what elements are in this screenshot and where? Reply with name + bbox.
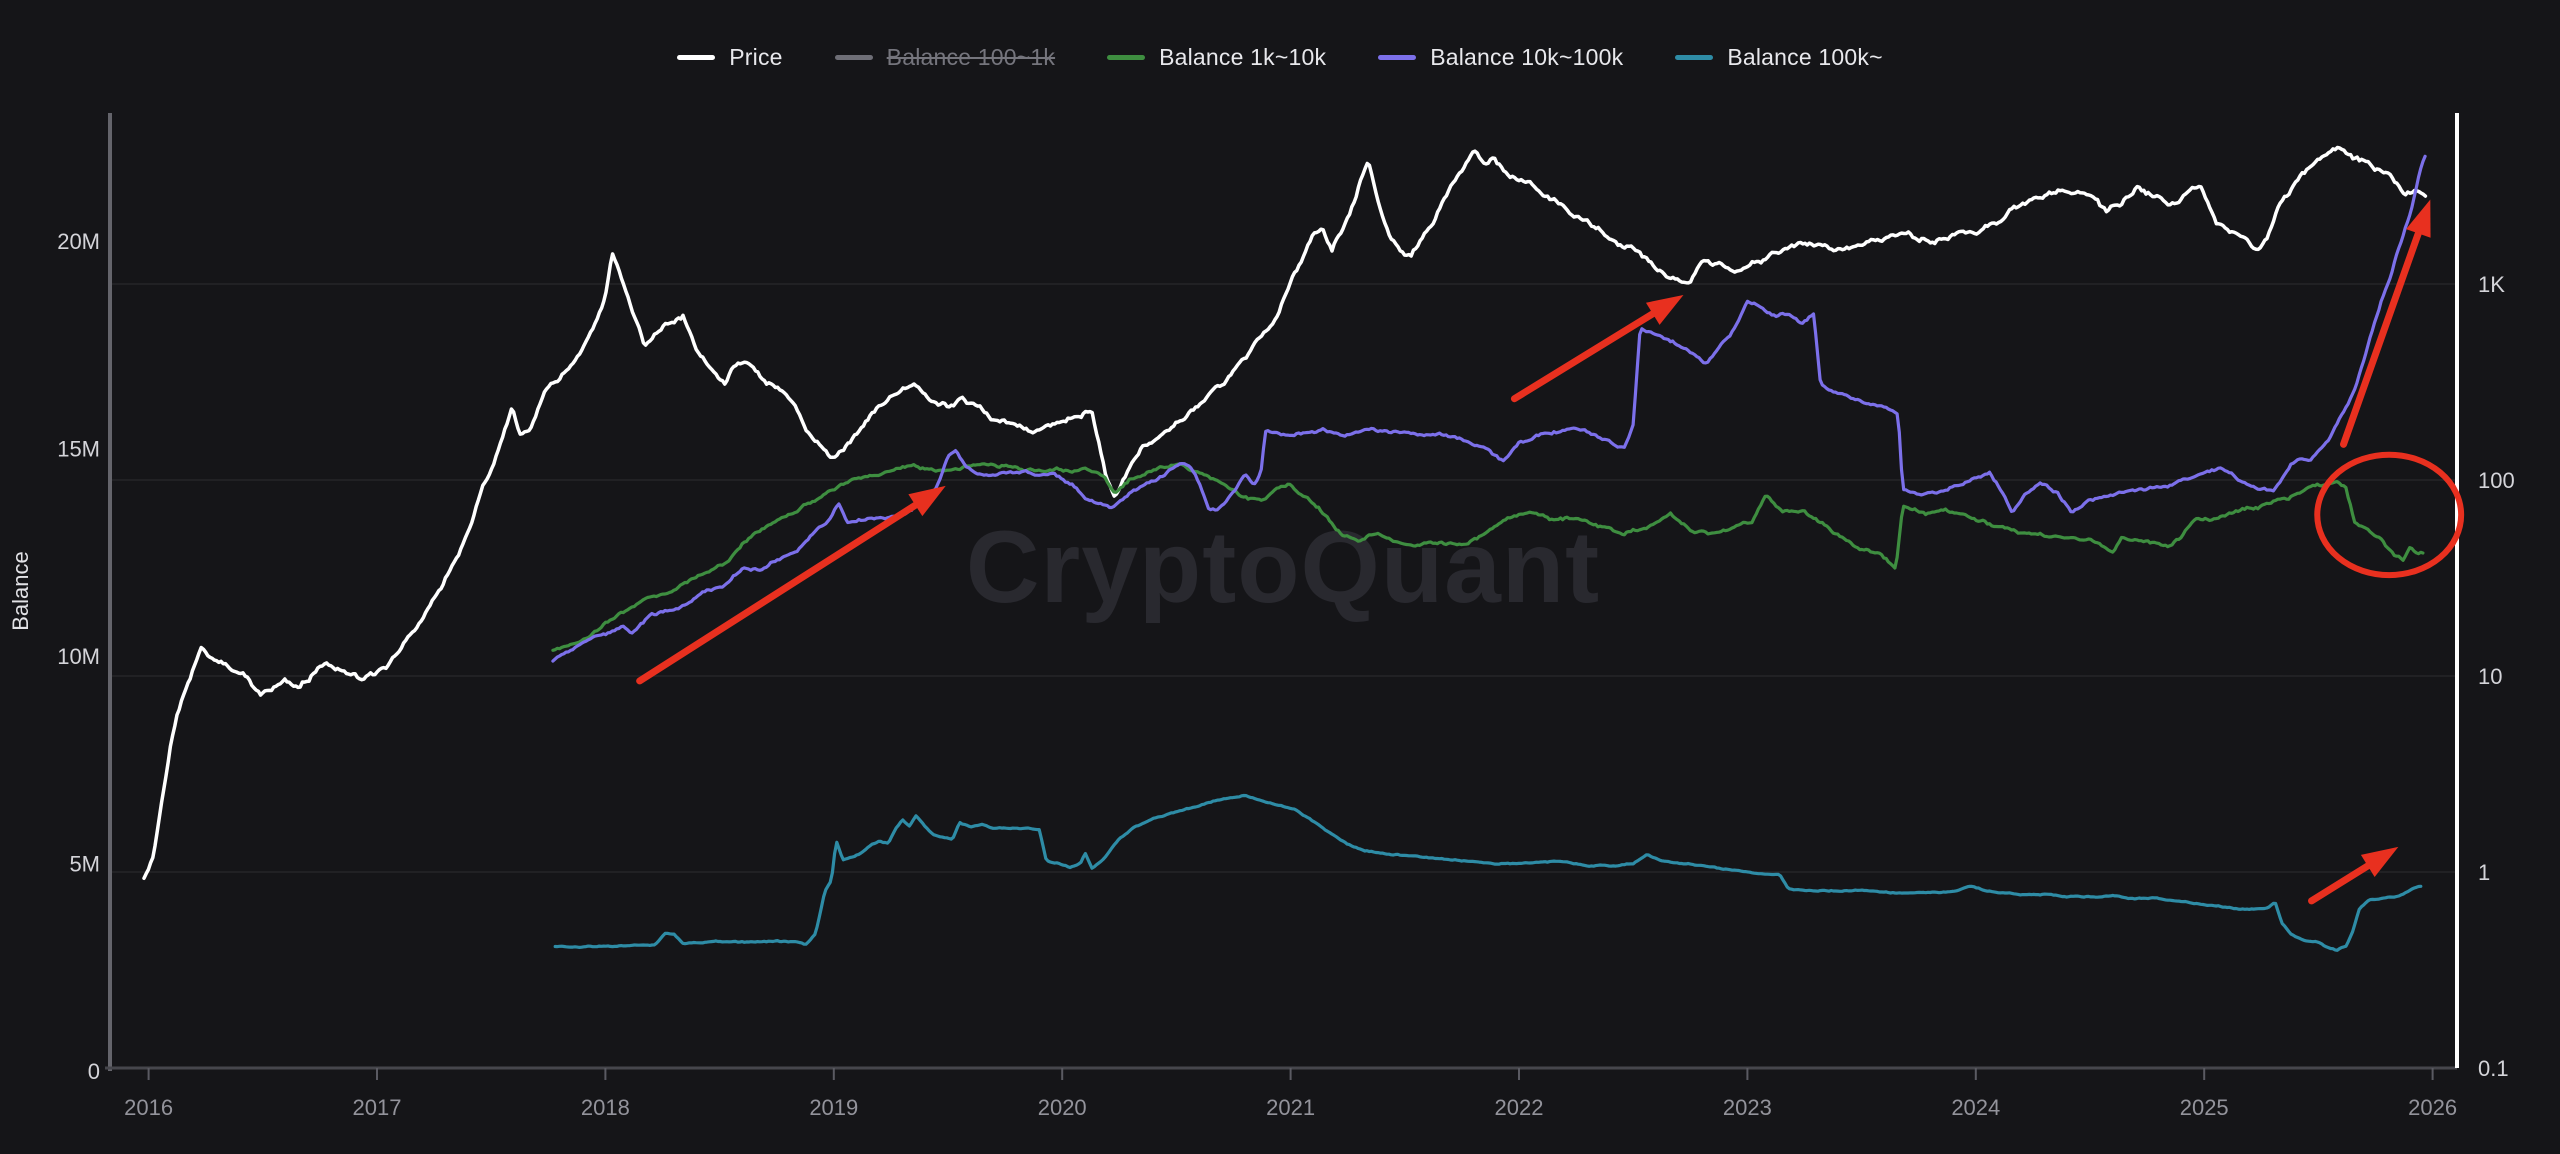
axes	[105, 113, 2459, 1080]
legend-item-balance-100-1k[interactable]: Balance 100~1k	[834, 44, 1056, 71]
legend-label: Balance 1k~10k	[1159, 44, 1327, 70]
annotation-arrow	[1510, 307, 1662, 403]
legend-item-balance-100k[interactable]: Balance 100k~	[1675, 44, 1883, 71]
x-axis-tick: 2019	[809, 1095, 858, 1120]
y-axis-tick-left: 0	[88, 1059, 100, 1084]
legend-swatch-icon	[1675, 55, 1714, 60]
legend-swatch-icon	[1107, 55, 1146, 60]
legend-swatch-icon	[677, 55, 716, 60]
annotation-arrow	[2340, 224, 2424, 448]
x-axis-tick: 2017	[353, 1095, 402, 1120]
x-axis-tick: 2018	[581, 1095, 630, 1120]
axis-labels: 0 5M 10M 15M 20M 0.1 1 10 100 1K 2016 2017 2018 2019 2…	[57, 229, 2515, 1120]
watermark: CryptoQuant	[966, 510, 1600, 624]
legend-label: Balance 10k~100k	[1430, 44, 1624, 70]
annotation-arrowhead-icon	[1645, 294, 1684, 325]
y-axis-tick-left: 20M	[57, 229, 100, 254]
legend-item-price[interactable]: Price	[677, 44, 782, 71]
legend-label: Price	[729, 44, 783, 70]
y-axis-title: Balance	[8, 551, 33, 631]
series-lines	[142, 145, 2428, 952]
x-axis-tick: 2021	[1266, 1095, 1315, 1120]
legend-item-balance-10k-100k[interactable]: Balance 10k~100k	[1378, 44, 1623, 71]
legend-label: Balance 100~1k	[886, 44, 1056, 70]
series-line-balance-10k-100k[interactable]	[551, 154, 2427, 663]
x-axis-tick: 2025	[2180, 1095, 2229, 1120]
x-axis-tick: 2023	[1723, 1095, 1772, 1120]
series-line-balance-100k[interactable]	[553, 793, 2423, 952]
legend-swatch-icon	[1378, 55, 1417, 60]
y-axis-tick-right: 1	[2478, 860, 2490, 885]
x-axis-tick: 2022	[1495, 1095, 1544, 1120]
annotation-arrow	[636, 498, 924, 685]
x-axis-tick: 2026	[2408, 1095, 2457, 1120]
annotation-arrowhead-icon	[2360, 846, 2399, 877]
annotation-arrowhead-icon	[908, 485, 946, 517]
x-axis-tick: 2020	[1038, 1095, 1087, 1120]
y-axis-tick-left: 5M	[69, 852, 100, 877]
series-line-balance-1k-10k[interactable]	[551, 462, 2425, 652]
x-axis-tick: 2016	[124, 1095, 173, 1120]
annotation-arrowhead-icon	[2406, 199, 2431, 238]
y-axis-tick-right: 10	[2478, 664, 2502, 689]
annotations	[636, 199, 2465, 905]
y-axis-tick-right: 100	[2478, 468, 2515, 493]
y-axis-tick-right: 0.1	[2478, 1056, 2509, 1081]
legend-swatch-icon	[834, 55, 873, 60]
annotation-arrow	[2308, 859, 2377, 905]
annotation-circle	[2314, 451, 2465, 579]
x-axis-tick: 2024	[1951, 1095, 2000, 1120]
legend-item-balance-1k-10k[interactable]: Balance 1k~10k	[1107, 44, 1326, 71]
y-axis-tick-right: 1K	[2478, 272, 2505, 297]
legend: Price Balance 100~1k Balance 1k~10k Balance…	[0, 44, 2560, 71]
series-line-price[interactable]	[142, 145, 2428, 881]
y-axis-tick-left: 15M	[57, 437, 100, 462]
y-axis-tick-left: 10M	[57, 644, 100, 669]
legend-label: Balance 100k~	[1727, 44, 1883, 70]
gridlines	[110, 283, 2457, 873]
